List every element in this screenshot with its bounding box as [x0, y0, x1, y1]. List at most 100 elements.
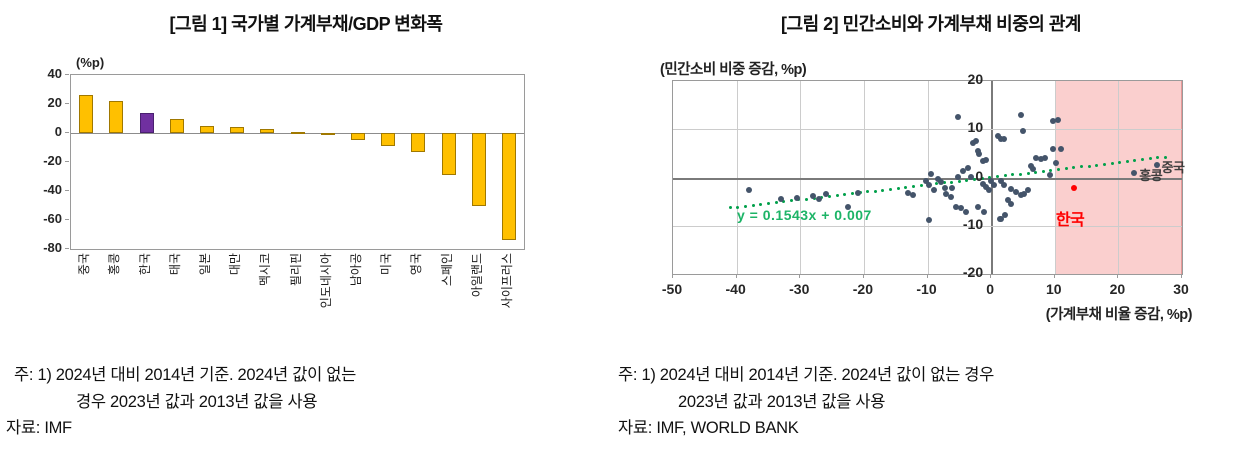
- horizontal-gridline: [673, 225, 1182, 227]
- scatter-point: [1025, 186, 1032, 193]
- trendline-equation: y = 0.1543x + 0.007: [737, 207, 872, 223]
- trendline-dot: [1018, 172, 1022, 176]
- fig2-y-tick-label: 10: [967, 119, 984, 136]
- fig2-x-tick-label: -10: [916, 281, 937, 297]
- scatter-point: [976, 150, 983, 157]
- fig1-note-line2: 경우 2023년 값과 2013년 값을 사용: [76, 393, 318, 411]
- trendline-dot: [866, 190, 870, 194]
- scatter-point: [822, 190, 829, 197]
- fig2-x-tick-mark: [990, 274, 992, 278]
- scatter-point: [941, 184, 948, 191]
- fig1-y-tick-label: 0: [54, 124, 62, 139]
- scatter-point: [998, 216, 1005, 223]
- fig1-unit-label: (%p): [76, 55, 105, 70]
- trendline-dot: [896, 186, 900, 190]
- scatter-point: [778, 196, 785, 203]
- point-label: 중국: [1161, 160, 1185, 176]
- scatter-point: [948, 193, 955, 200]
- trendline-dot: [843, 193, 847, 197]
- trendline-dot: [942, 181, 946, 185]
- scatter-point: [844, 204, 851, 211]
- trendline-dot: [1156, 156, 1160, 160]
- fig2-x-tick-label: 20: [1109, 281, 1126, 297]
- fig1-source: 자료: IMF: [6, 419, 72, 437]
- scatter-point: [983, 183, 990, 190]
- fig2-x-tick-mark: [926, 274, 928, 278]
- trendline-dot: [873, 189, 877, 193]
- trendline-dot: [1079, 165, 1083, 169]
- fig2-x-tick-mark: [862, 274, 864, 278]
- fig2-title: [그림 2] 민간소비와 가계부채 비중의 관계: [781, 14, 1081, 34]
- trendline-dot: [728, 206, 732, 210]
- trendline-dot: [1102, 162, 1106, 166]
- scatter-point: [975, 203, 982, 210]
- trendline-dot: [1041, 169, 1045, 173]
- fig2-y-tick-label: -10: [962, 215, 984, 232]
- trendline-dot: [1110, 161, 1114, 165]
- trendline-dot: [1072, 166, 1076, 170]
- bar-negative: [441, 133, 456, 176]
- point-label: 홍콩: [1139, 167, 1163, 183]
- fig1-x-axis-label: 사이프러스: [499, 253, 514, 309]
- scatter-point: [746, 186, 753, 193]
- scatter-point: [930, 187, 937, 194]
- trendline-dot: [751, 203, 755, 207]
- scatter-point: [942, 190, 949, 197]
- scatter-point: [958, 205, 965, 212]
- scatter-point: [937, 178, 944, 185]
- fig1-x-axis-label: 인도네시아: [318, 253, 333, 309]
- trendline-dot: [965, 178, 969, 182]
- scatter-point-labeled: [1153, 162, 1160, 169]
- bar-positive: [260, 129, 275, 133]
- scatter-point: [983, 156, 990, 163]
- fig2-x-tick-label: -30: [789, 281, 810, 297]
- bar-positive: [290, 132, 305, 134]
- fig1-x-axis-label: 멕시코: [258, 253, 273, 287]
- trendline-dot: [850, 192, 854, 196]
- fig1-x-axis-label: 영국: [409, 253, 424, 276]
- scatter-point: [854, 189, 861, 196]
- trendline-dot: [1125, 160, 1129, 164]
- fig1-x-axis-label: 스페인: [439, 253, 454, 287]
- bar-positive: [199, 125, 214, 133]
- scatter-point: [988, 178, 995, 185]
- scatter-point: [960, 168, 967, 175]
- fig1-y-tick-label: -40: [43, 182, 62, 197]
- trendline-dot: [995, 175, 999, 179]
- fig2-y-axis-title: (민간소비 비중 증감, %p): [660, 62, 807, 78]
- scatter-point: [816, 195, 823, 202]
- trendline-dot: [835, 193, 839, 197]
- fig1-x-axis-label: 홍콩: [107, 253, 122, 276]
- trendline-dot: [1003, 174, 1007, 178]
- trendline-dot: [919, 184, 923, 188]
- scatter-point: [1005, 197, 1012, 204]
- scatter-point: [809, 192, 816, 199]
- fig1-x-axis-label: 대만: [228, 253, 243, 276]
- scatter-point: [1046, 171, 1053, 178]
- trendline-dot: [1148, 157, 1152, 161]
- bar-negative: [381, 133, 396, 147]
- scatter-point: [953, 203, 960, 210]
- fig2-x-tick-mark: [735, 274, 737, 278]
- fig1-y-tick-label: -60: [43, 211, 62, 226]
- fig1-y-tick-label: 40: [47, 66, 62, 81]
- scatter-point: [923, 178, 930, 185]
- fig1-y-tick-label: -80: [43, 240, 62, 255]
- scatter-point: [1018, 191, 1025, 198]
- fig1-y-tick-mark: [65, 132, 69, 133]
- scatter-point: [928, 170, 935, 177]
- trendline-dot: [805, 197, 809, 201]
- trendline-dot: [1064, 167, 1068, 171]
- fig1-x-axis-label: 한국: [137, 253, 152, 276]
- bar-negative: [350, 133, 365, 141]
- trendline-dot: [1133, 159, 1137, 163]
- trendline-dot: [828, 194, 832, 198]
- scatter-point: [1000, 181, 1007, 188]
- fig1-y-tick-mark: [65, 190, 69, 191]
- fig1-y-tick-label: -20: [43, 153, 62, 168]
- scatter-point: [1002, 212, 1009, 219]
- trendline-dot: [1034, 170, 1038, 174]
- fig1-bar-chart: [70, 74, 525, 250]
- trendline-dot: [759, 202, 763, 206]
